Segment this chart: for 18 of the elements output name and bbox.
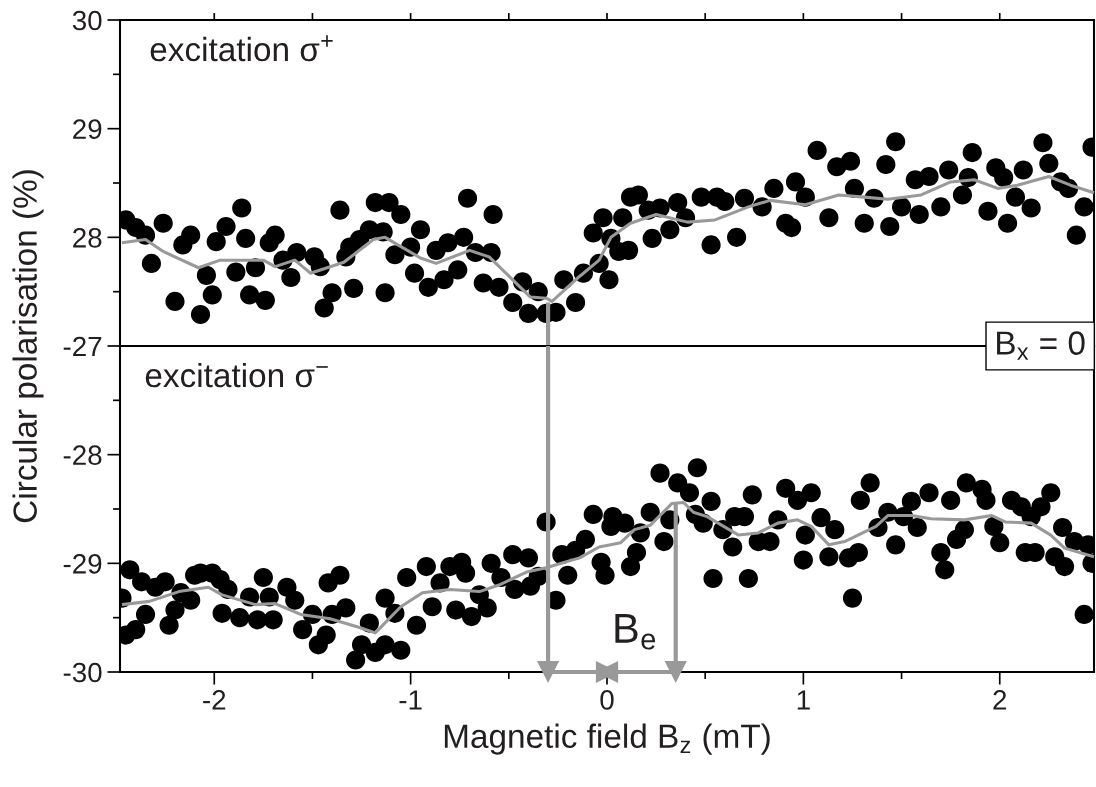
x-tick-label: -2 [203, 690, 226, 710]
y-tick-label: 28 [73, 228, 102, 248]
x-tick-label: 2 [993, 690, 1007, 710]
y-tick-label: 30 [72, 10, 102, 31]
x-tick-label: -1 [399, 690, 422, 710]
x-tick-label: 1 [797, 690, 810, 710]
annotation: excitation σ$^{−}$ [145, 362, 328, 388]
y-axis-title: Circular polarisation (%) [12, 170, 44, 523]
annotation: excitation σ$^{+}$ [150, 35, 333, 62]
y-tick-label: -28 [63, 445, 102, 466]
y-tick-label: -27 [63, 336, 102, 357]
annotation: B$_{e}$ [615, 614, 656, 650]
x-axis-title: Magnetic field B$_{z}$ (mT) [444, 723, 770, 755]
y-tick-label: -30 [63, 662, 102, 683]
x-tick-label: 0 [600, 690, 614, 710]
y-tick-label: -29 [63, 554, 102, 574]
y-tick-label: 29 [73, 119, 102, 140]
annotation: B$_{x}$ = 0 [997, 331, 1085, 360]
